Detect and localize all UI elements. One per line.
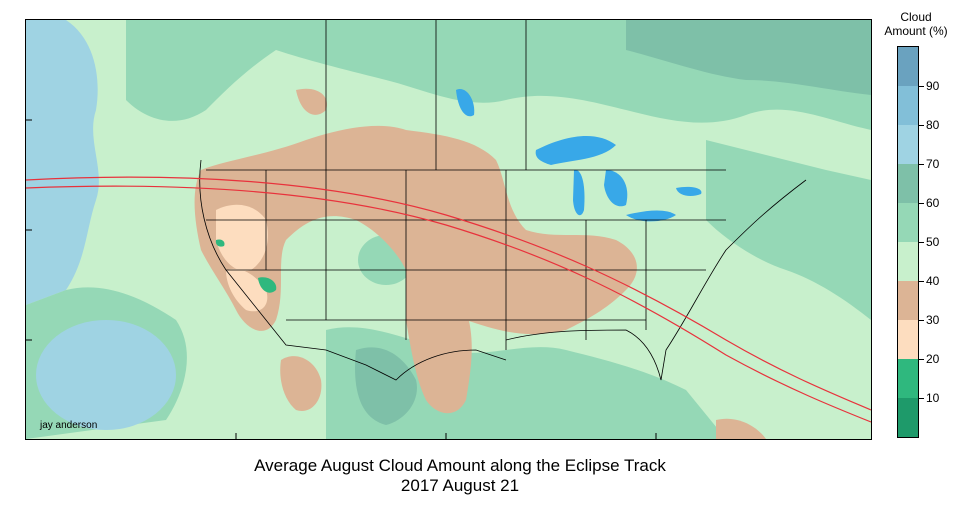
legend-swatch: [898, 320, 918, 359]
hudson-cloud-zone: [626, 20, 871, 95]
legend-tick-mark: [919, 281, 924, 282]
legend-tick-label: 90: [926, 79, 940, 93]
map-credit: jay anderson: [40, 420, 98, 431]
legend-swatch: [898, 281, 918, 320]
legend-swatch: [898, 125, 918, 164]
legend-tick-label: 60: [926, 196, 940, 210]
legend-tick-label: 10: [926, 391, 940, 405]
legend-tick-mark: [919, 359, 924, 360]
plains-cloud-zone: [194, 125, 637, 335]
legend-swatch: [898, 359, 918, 398]
death-valley-cloud-zone: [258, 277, 277, 293]
legend-title: Cloud Amount (%): [876, 10, 956, 38]
legend-tick-mark: [919, 86, 924, 87]
legend-tick-mark: [919, 398, 924, 399]
state-borders-horizontal: [206, 219, 726, 321]
lake-superior: [535, 135, 616, 165]
political-borders: [199, 20, 807, 381]
legend-swatch: [898, 398, 918, 437]
legend-colorbar: [897, 46, 919, 438]
eclipse-track-south-limit: [26, 185, 871, 423]
legend-tick-mark: [919, 242, 924, 243]
legend-tick-label: 70: [926, 157, 940, 171]
cloud-map: [25, 19, 872, 440]
lake-erie: [626, 210, 676, 222]
graticule-ticks: [26, 119, 657, 439]
us-coast-border: [199, 159, 507, 381]
map-title: Average August Cloud Amount along the Ec…: [254, 456, 666, 475]
province-borders: [325, 20, 527, 170]
baja-cloud-zone: [280, 356, 322, 411]
mexico-cloud-zone: [355, 347, 417, 425]
bc-cloud-zone: [126, 20, 276, 121]
map-subtitle: 2017 August 21: [400, 476, 520, 495]
lake-ontario: [676, 186, 702, 196]
alberta-cloud-zone: [296, 88, 327, 115]
legend-tick-label: 30: [926, 313, 940, 327]
legend-swatch: [898, 47, 918, 86]
legend-tick-label: 40: [926, 274, 940, 288]
legend-swatch: [898, 86, 918, 125]
texas-cloud-zone: [406, 270, 472, 414]
legend-tick-label: 20: [926, 352, 940, 366]
eclipse-track: [26, 176, 871, 423]
legend-tick-mark: [919, 203, 924, 204]
legend-title-line1: Cloud: [900, 10, 932, 24]
eclipse-track-north-limit: [26, 176, 871, 411]
legend-swatch: [898, 242, 918, 281]
lake-huron: [604, 170, 628, 207]
legend-tick-mark: [919, 320, 924, 321]
legend-tick-label: 50: [926, 235, 940, 249]
caribbean-cloud-zone: [716, 418, 766, 439]
pacific-south-blue-zone: [36, 320, 176, 430]
nevada-cloud-zone: [216, 204, 268, 271]
legend-swatch: [898, 164, 918, 203]
map-svg: [26, 20, 871, 439]
east-coast-border: [505, 179, 807, 381]
lake-winnipeg: [456, 89, 475, 117]
legend-swatch: [898, 203, 918, 242]
east-coast-cloud-zone: [706, 140, 871, 320]
mojave-cloud-zone: [226, 268, 268, 312]
lake-michigan: [573, 169, 585, 216]
legend-tick-mark: [919, 164, 924, 165]
pacific-cloud-zone: [26, 20, 99, 305]
central-valley-cloud-zone: [215, 239, 225, 247]
legend-tick-label: 80: [926, 118, 940, 132]
legend-title-line2: Amount (%): [884, 24, 948, 38]
legend-tick-mark: [919, 125, 924, 126]
